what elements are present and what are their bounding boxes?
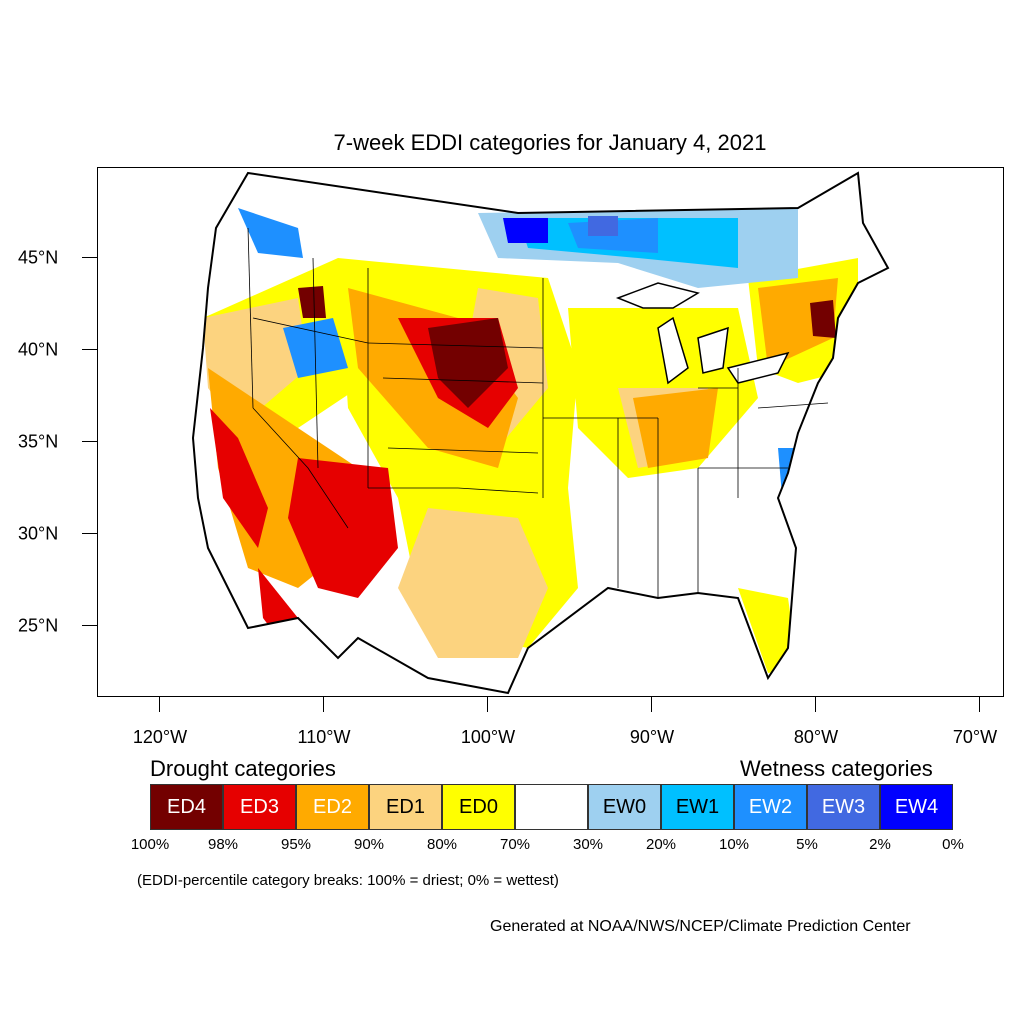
lon-tick (979, 697, 980, 712)
lon-tick (159, 697, 160, 712)
ed0-florida (738, 588, 798, 673)
legend-box-ew3: EW3 (807, 784, 880, 830)
legend-box-ew0: EW0 (588, 784, 661, 830)
lon-label-90w: 90°W (629, 727, 675, 747)
lon-tick (815, 697, 816, 712)
legend-box-normal (515, 784, 588, 830)
lat-label-40n: 40°N (18, 339, 59, 360)
lat-label-35n: 35°N (18, 431, 59, 452)
ew3-minnesota (588, 216, 618, 236)
lon-tick (487, 697, 488, 712)
ed4-new-york (810, 300, 836, 338)
legend-box-ew4: EW4 (880, 784, 953, 830)
eddi-map (97, 167, 1004, 697)
lat-tick (82, 349, 97, 350)
ed4-plains (428, 318, 508, 408)
ew4-minnesota (503, 218, 548, 243)
lat-tick (82, 625, 97, 626)
legend-box-ed3: ED3 (223, 784, 296, 830)
break-label: 2% (869, 836, 891, 853)
lon-label-120w: 120°W (132, 727, 188, 747)
lon-tick (323, 697, 324, 712)
wetness-heading: Wetness categories (740, 756, 933, 781)
break-label: 5% (796, 836, 818, 853)
break-label: 95% (280, 836, 312, 853)
ed3-southwest (288, 458, 398, 598)
category-legend: ED4 ED3 ED2 ED1 ED0 EW0 EW1 EW2 EW3 EW4 (150, 784, 953, 830)
break-label: 10% (718, 836, 750, 853)
break-label: 70% (499, 836, 531, 853)
lat-label-25n: 25°N (18, 615, 59, 636)
lon-tick (651, 697, 652, 712)
legend-box-ed4: ED4 (150, 784, 223, 830)
credit-line: Generated at NOAA/NWS/NCEP/Climate Predi… (490, 918, 911, 935)
lat-tick (82, 533, 97, 534)
state-borders (247, 227, 829, 598)
lon-label-110w: 110°W (297, 727, 351, 747)
legend-box-ed0: ED0 (442, 784, 515, 830)
lat-tick (82, 257, 97, 258)
break-note: (EDDI-percentile category breaks: 100% =… (137, 872, 559, 889)
lon-label-100w: 100°W (460, 727, 516, 747)
drought-heading: Drought categories (150, 756, 336, 781)
map-canvas (191, 171, 890, 695)
break-label: 80% (426, 836, 458, 853)
legend-box-ed1: ED1 (369, 784, 442, 830)
lon-label-70w: 70°W (952, 727, 998, 747)
map-title: 7-week EDDI categories for January 4, 20… (333, 130, 767, 155)
break-label: 90% (353, 836, 385, 853)
legend-box-ew1: EW1 (661, 784, 734, 830)
legend-box-ed2: ED2 (296, 784, 369, 830)
break-label: 20% (645, 836, 677, 853)
ed3-california (210, 408, 268, 548)
break-label: 0% (942, 836, 964, 853)
break-label: 98% (207, 836, 239, 853)
great-lakes (615, 282, 790, 385)
ed1-texas (398, 508, 548, 658)
ed2-ohio-valley (633, 388, 718, 468)
lat-label-45n: 45°N (18, 247, 59, 268)
ed4-idaho (298, 286, 326, 318)
ed2-northeast (758, 278, 838, 368)
break-label: 100% (130, 836, 170, 853)
break-label: 30% (572, 836, 604, 853)
ew2-northwest (238, 208, 303, 258)
lat-tick (82, 441, 97, 442)
lat-label-30n: 30°N (18, 523, 59, 544)
legend-box-ew2: EW2 (734, 784, 807, 830)
lon-label-80w: 80°W (793, 727, 839, 747)
